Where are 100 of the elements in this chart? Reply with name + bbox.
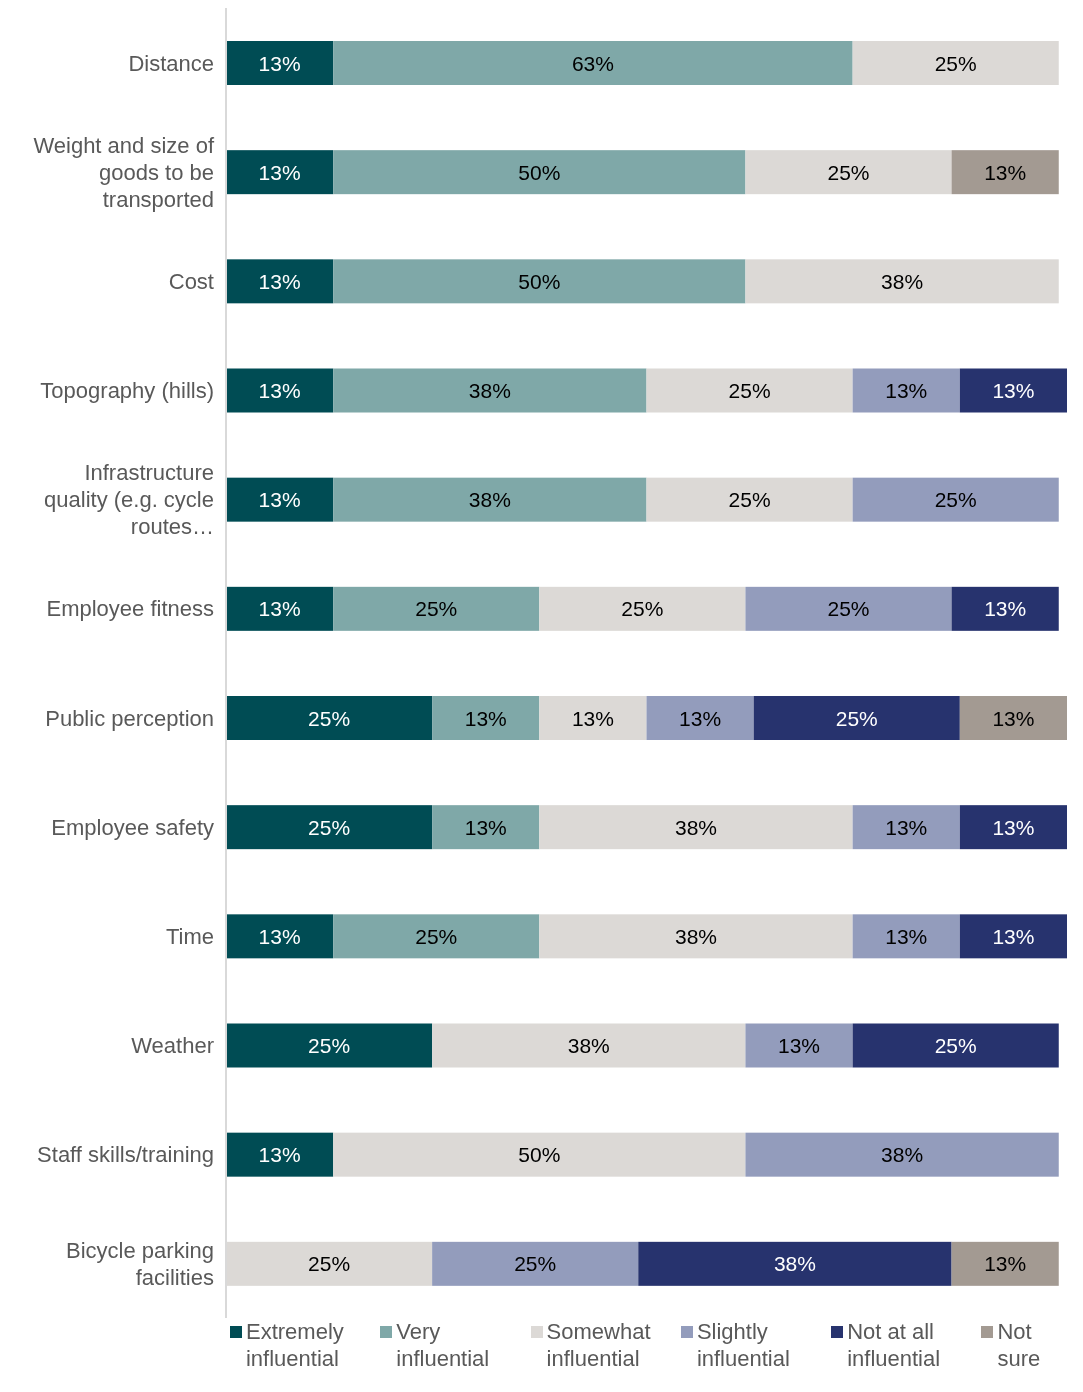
legend-label: Extremely influential xyxy=(245,1318,345,1372)
bar xyxy=(539,696,647,740)
bar xyxy=(333,914,540,959)
bar xyxy=(646,696,754,740)
bar xyxy=(959,696,1067,740)
data-label: 25% xyxy=(728,379,771,402)
data-label: 13% xyxy=(258,51,301,75)
data-label: 13% xyxy=(885,815,928,839)
data-label: 25% xyxy=(308,815,351,839)
y-tick-label: Cost xyxy=(168,268,214,294)
bar xyxy=(226,914,334,959)
data-label: 25% xyxy=(835,706,878,730)
bar xyxy=(852,805,960,850)
bar xyxy=(226,1132,334,1177)
data-label: 13% xyxy=(984,597,1027,621)
data-label: 50% xyxy=(518,1143,561,1167)
y-tick-label: Infrastructure quality (e.g. cycle routes… xyxy=(44,459,214,539)
bar xyxy=(226,805,433,850)
data-label: 13% xyxy=(992,924,1035,948)
data-label: 13% xyxy=(984,1252,1027,1276)
bar xyxy=(432,805,540,850)
bar xyxy=(333,259,746,304)
y-tick-label: Employee fitness xyxy=(46,595,214,621)
bar xyxy=(951,150,1059,195)
bar xyxy=(333,586,540,631)
bar xyxy=(432,1241,639,1286)
bar xyxy=(951,1241,1059,1286)
data-label: 13% xyxy=(258,1143,301,1167)
bar xyxy=(646,477,853,522)
y-tick-label: Time xyxy=(165,923,214,949)
data-label: 13% xyxy=(258,488,301,512)
bar xyxy=(539,586,746,631)
data-label: 13% xyxy=(258,379,301,402)
bar xyxy=(959,805,1067,850)
y-tick-label: Bicycle parking facilities xyxy=(66,1237,214,1290)
data-label: 13% xyxy=(258,597,301,621)
bar xyxy=(959,368,1067,413)
bar xyxy=(539,914,853,959)
data-label: 25% xyxy=(934,488,977,512)
bar xyxy=(638,1241,952,1286)
y-tick-label: Weather xyxy=(131,1032,214,1058)
legend-label: Not at all influential xyxy=(847,1318,942,1372)
data-label: 38% xyxy=(468,488,511,512)
bar xyxy=(646,368,853,413)
data-label: 25% xyxy=(827,160,870,184)
data-label: 25% xyxy=(934,51,977,75)
data-label: 13% xyxy=(258,269,301,293)
bar xyxy=(226,150,334,195)
bar xyxy=(745,1132,1059,1177)
data-label: 25% xyxy=(308,706,351,730)
y-tick-label: Employee safety xyxy=(51,814,214,840)
data-label: 63% xyxy=(571,51,614,75)
bar xyxy=(226,696,433,740)
data-label: 13% xyxy=(992,706,1035,730)
data-label: 25% xyxy=(621,597,664,621)
data-label: 38% xyxy=(773,1252,816,1276)
y-tick-label: Staff skills/training xyxy=(37,1141,214,1167)
legend-label: Somewhat influential xyxy=(546,1318,652,1372)
data-label: 50% xyxy=(518,160,561,184)
data-label: 13% xyxy=(258,160,301,184)
bar xyxy=(852,477,1059,522)
bar xyxy=(333,368,647,413)
data-label: 38% xyxy=(881,269,924,293)
bar xyxy=(745,259,1059,304)
bar xyxy=(951,586,1059,631)
data-label: 38% xyxy=(881,1143,924,1167)
data-label: 13% xyxy=(464,815,507,839)
bar xyxy=(226,41,334,85)
bar xyxy=(226,477,334,522)
bar xyxy=(539,805,853,850)
bar xyxy=(753,696,960,740)
data-label: 50% xyxy=(518,269,561,293)
data-label: 38% xyxy=(674,924,717,948)
data-label: 25% xyxy=(827,597,870,621)
y-tick-label: Public perception xyxy=(45,705,214,731)
data-label: 13% xyxy=(992,815,1035,839)
bar xyxy=(226,259,334,304)
bar xyxy=(333,477,647,522)
y-tick-label: Weight and size of goods to be transported xyxy=(33,132,215,212)
bar xyxy=(852,914,960,959)
bar xyxy=(745,1023,853,1068)
data-label: 38% xyxy=(468,379,511,402)
data-label: 13% xyxy=(984,160,1027,184)
data-label: 13% xyxy=(885,924,928,948)
bar xyxy=(745,586,952,631)
data-label: 13% xyxy=(992,379,1035,402)
data-label: 25% xyxy=(415,597,458,621)
data-label: 13% xyxy=(571,706,614,730)
bar xyxy=(432,1023,746,1068)
y-tick-label: Topography (hills) xyxy=(40,377,214,403)
data-label: 13% xyxy=(778,1034,821,1057)
bar xyxy=(333,1132,746,1177)
data-label: 25% xyxy=(415,924,458,948)
data-label: 25% xyxy=(514,1252,557,1276)
legend-label: Not sure xyxy=(997,1318,1042,1372)
bar xyxy=(852,41,1059,85)
bar xyxy=(333,41,853,85)
bar xyxy=(226,586,334,631)
bar xyxy=(226,1023,433,1068)
y-tick-label: Distance xyxy=(128,50,214,76)
